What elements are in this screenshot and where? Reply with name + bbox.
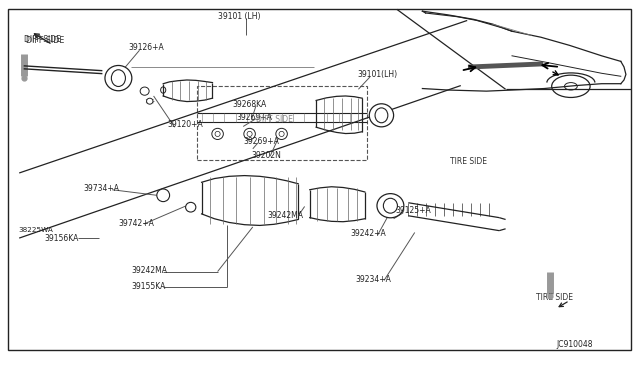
Ellipse shape bbox=[276, 128, 287, 140]
Ellipse shape bbox=[147, 98, 153, 104]
Text: 39268KA: 39268KA bbox=[232, 100, 267, 109]
Ellipse shape bbox=[383, 198, 397, 213]
Text: 39734+A: 39734+A bbox=[84, 185, 120, 193]
Text: DIFF SIDE: DIFF SIDE bbox=[26, 36, 64, 45]
Text: 39269+A: 39269+A bbox=[243, 137, 279, 146]
Text: TIRE SIDE: TIRE SIDE bbox=[536, 293, 573, 302]
Ellipse shape bbox=[247, 131, 252, 137]
Text: 39242+A: 39242+A bbox=[351, 229, 387, 238]
Ellipse shape bbox=[161, 87, 166, 93]
Text: 39101 (LH): 39101 (LH) bbox=[218, 12, 260, 21]
Text: 39155KA: 39155KA bbox=[131, 282, 166, 291]
Text: 39234+A: 39234+A bbox=[356, 275, 392, 284]
Ellipse shape bbox=[186, 202, 196, 212]
Circle shape bbox=[552, 75, 590, 97]
Text: 39120+A: 39120+A bbox=[168, 120, 204, 129]
Text: 39126+A: 39126+A bbox=[129, 43, 164, 52]
Text: 38225WA: 38225WA bbox=[18, 227, 52, 233]
Ellipse shape bbox=[369, 104, 394, 127]
Ellipse shape bbox=[212, 128, 223, 140]
Text: 39742+A: 39742+A bbox=[118, 219, 154, 228]
Text: JC910048: JC910048 bbox=[557, 340, 593, 349]
Text: 39202N: 39202N bbox=[252, 151, 282, 160]
Ellipse shape bbox=[157, 189, 170, 202]
Text: DIFF SIDE: DIFF SIDE bbox=[24, 35, 61, 44]
Bar bbox=[197, 86, 367, 160]
Ellipse shape bbox=[140, 87, 149, 95]
Text: 39125+A: 39125+A bbox=[396, 206, 431, 215]
Circle shape bbox=[564, 83, 577, 90]
Ellipse shape bbox=[111, 70, 125, 86]
Text: DIFF SIDE: DIFF SIDE bbox=[256, 115, 293, 124]
Ellipse shape bbox=[375, 108, 388, 123]
Ellipse shape bbox=[279, 131, 284, 137]
Ellipse shape bbox=[377, 193, 404, 218]
Text: 39156KA: 39156KA bbox=[45, 234, 79, 243]
Ellipse shape bbox=[215, 131, 220, 137]
Text: 39101(LH): 39101(LH) bbox=[357, 70, 397, 79]
Text: 39242MA: 39242MA bbox=[131, 266, 167, 275]
Text: 39269+A: 39269+A bbox=[237, 113, 273, 122]
Text: 39242MA: 39242MA bbox=[268, 211, 303, 219]
Text: TIRE SIDE: TIRE SIDE bbox=[450, 157, 487, 166]
Ellipse shape bbox=[244, 128, 255, 140]
Ellipse shape bbox=[105, 65, 132, 91]
